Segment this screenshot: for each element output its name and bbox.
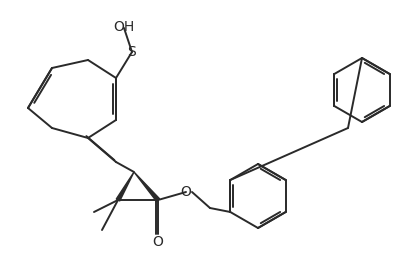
Text: O: O — [153, 235, 164, 249]
Text: OH: OH — [114, 20, 135, 34]
Text: S: S — [128, 45, 136, 59]
Polygon shape — [134, 172, 160, 201]
Polygon shape — [116, 172, 134, 201]
Text: O: O — [181, 185, 191, 199]
